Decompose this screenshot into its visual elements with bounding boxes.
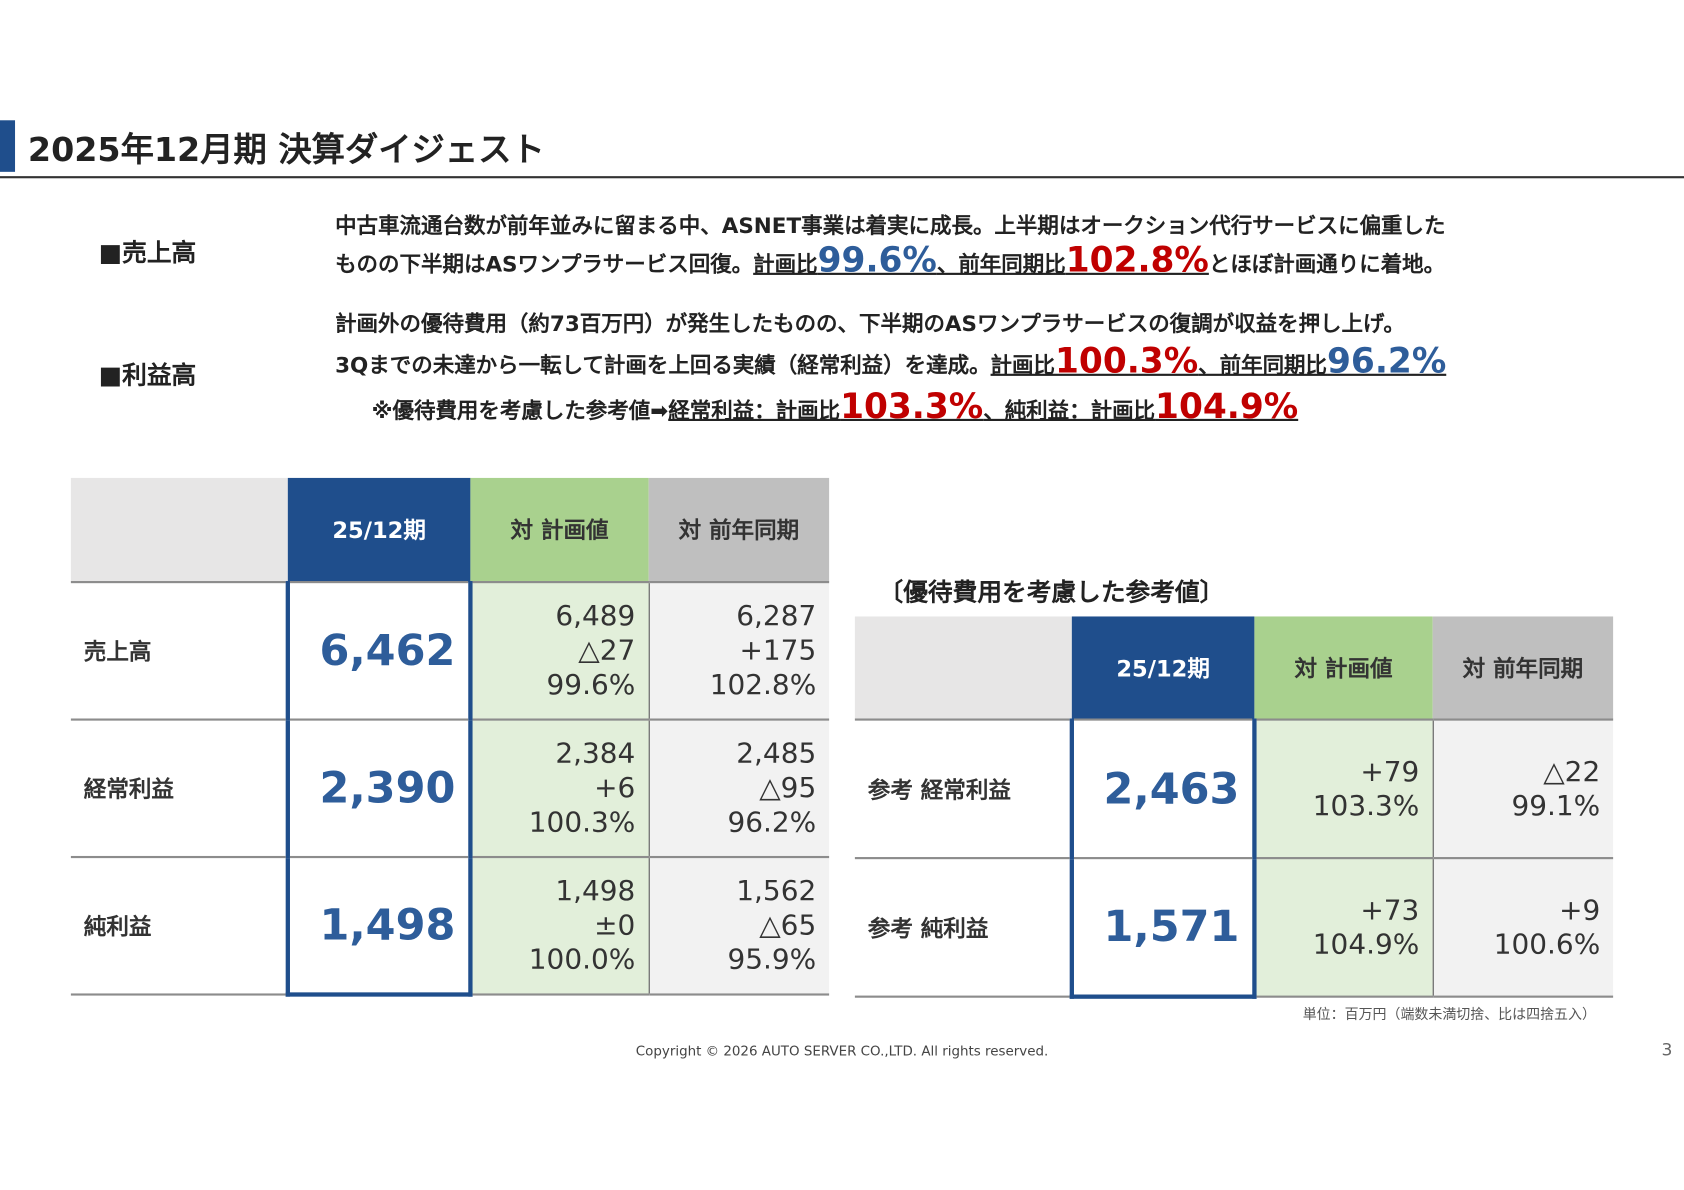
prev-value: 6,287 [736, 600, 817, 633]
header-vs-plan: 対 計画値 [1254, 616, 1433, 720]
row-value: 1,498 [285, 855, 473, 997]
profit-text-line1: 計画外の優待費用（約73百万円）が発生したものの、下半期のASワンプラサービスの… [335, 310, 1405, 337]
vs-plan-cell: 1,498 ±0 100.0% [470, 855, 649, 996]
vs-prev-cell: +9 100.6% [1432, 857, 1614, 998]
sales-text-line1: 中古車流通台数が前年並みに留まる中、ASNET事業は着実に成長。上半期はオークシ… [335, 212, 1446, 239]
reference-table: 25/12期 対 計画値 対 前年同期 参考 経常利益 2,463 +79 103… [854, 616, 1614, 999]
header-vs-prev: 対 前年同期 [648, 477, 830, 583]
profit-line2-pre: 3Qまでの未達から一転して計画を上回る実績（経常利益）を達成。 [335, 352, 991, 379]
yoy-ratio-label: 、前年同期比 [1198, 352, 1328, 379]
title-divider [0, 176, 1684, 179]
net-label: 、純利益：計画比 [983, 397, 1156, 424]
plan-pct: 100.0% [528, 944, 636, 977]
profit-summary-underlined: 計画比100.3%、前年同期比96.2% [990, 344, 1447, 379]
title-accent-bar [0, 120, 16, 172]
sales-line2-post: とほぼ計画通りに着地。 [1208, 251, 1446, 278]
prev-value: 1,562 [736, 875, 817, 908]
ordinary-plan-pct: 103.3% [840, 385, 984, 427]
yoy-ratio-label: 、前年同期比 [936, 251, 1066, 278]
results-table: 25/12期 対 計画値 対 前年同期 売上高 6,462 6,489 △27 99… [70, 477, 830, 997]
plan-pct: 103.3% [1312, 789, 1420, 823]
profit-yoy-pct: 96.2% [1327, 340, 1447, 382]
plan-diff: ±0 [594, 909, 636, 942]
row-value: 2,390 [285, 718, 473, 858]
profit-text-line3: ※優待費用を考慮した参考値➡経常利益：計画比103.3%、純利益：計画比104.… [371, 389, 1299, 424]
prev-diff: △22 [1543, 755, 1601, 788]
net-plan-pct: 104.9% [1155, 385, 1299, 427]
vs-prev-cell: 2,485 △95 96.2% [648, 718, 830, 858]
plan-diff: △27 [578, 634, 636, 667]
plan-pct: 99.6% [546, 669, 636, 702]
vs-plan-cell: +79 103.3% [1254, 718, 1433, 859]
prev-pct: 102.8% [709, 669, 817, 702]
sales-line2-pre: ものの下半期はASワンプラサービス回復。 [335, 251, 754, 278]
prev-pct: 95.9% [727, 944, 817, 977]
table-row: 参考 純利益 1,571 +73 104.9% +9 100.6% [854, 857, 1614, 999]
plan-diff: +6 [594, 772, 636, 805]
prev-pct: 96.2% [727, 806, 817, 839]
profit-text-line2: 3Qまでの未達から一転して計画を上回る実績（経常利益）を達成。計画比100.3%… [335, 344, 1447, 379]
vs-plan-cell: 6,489 △27 99.6% [470, 581, 649, 720]
sales-plan-pct: 99.6% [817, 239, 937, 281]
header-vs-prev: 対 前年同期 [1432, 616, 1614, 720]
plan-pct: 100.3% [528, 806, 636, 839]
table-row: 売上高 6,462 6,489 △27 99.6% 6,287 +175 102.8% [70, 581, 830, 720]
row-label: 参考 純利益 [854, 857, 1072, 998]
plan-ratio-label: 計画比 [753, 251, 818, 278]
vs-prev-cell: 6,287 +175 102.8% [648, 581, 830, 720]
vs-plan-cell: +73 104.9% [1254, 857, 1433, 998]
header-vs-plan: 対 計画値 [470, 477, 649, 583]
vs-prev-cell: 1,562 △65 95.9% [648, 855, 830, 996]
sales-summary-underlined: 計画比99.6%、前年同期比102.8% [753, 243, 1209, 278]
row-label: 参考 経常利益 [854, 718, 1072, 859]
plan-diff: +73 [1360, 894, 1420, 927]
copyright: Copyright © 2026 AUTO SERVER CO.,LTD. Al… [635, 1042, 1049, 1059]
page-title: 2025年12月期 決算ダイジェスト [27, 131, 545, 170]
plan-value: 2,384 [555, 737, 636, 771]
prev-diff: △95 [759, 772, 817, 805]
plan-pct: 104.9% [1312, 928, 1420, 961]
row-label: 純利益 [70, 855, 288, 996]
reference-note: ※優待費用を考慮した参考値➡ [371, 397, 669, 424]
prev-diff: +175 [739, 634, 817, 667]
ordinary-label: 経常利益：計画比 [668, 397, 841, 424]
vs-plan-cell: 2,384 +6 100.3% [470, 718, 649, 858]
plan-value: 1,498 [555, 875, 636, 908]
vs-prev-cell: △22 99.1% [1432, 718, 1614, 859]
sales-yoy-pct: 102.8% [1065, 239, 1209, 281]
plan-diff: +79 [1360, 755, 1420, 788]
reference-underlined: 経常利益：計画比103.3%、純利益：計画比104.9% [668, 389, 1298, 424]
prev-diff: +9 [1559, 894, 1601, 927]
page-number: 3 [1661, 1039, 1673, 1061]
profit-section-label: ■利益高 [98, 361, 197, 390]
row-label: 経常利益 [70, 718, 288, 858]
table-row: 純利益 1,498 1,498 ±0 100.0% 1,562 △65 95.9% [70, 855, 830, 997]
prev-pct: 100.6% [1493, 928, 1601, 961]
prev-pct: 99.1% [1511, 789, 1601, 823]
unit-note: 単位：百万円（端数未満切捨、比は四捨五入） [1302, 1007, 1596, 1024]
reference-caption: 〔優待費用を考慮した参考値〕 [878, 578, 1225, 607]
header-blank [854, 616, 1072, 720]
row-label: 売上高 [70, 581, 288, 720]
table-row: 経常利益 2,390 2,384 +6 100.3% 2,485 △95 96.2% [70, 718, 830, 858]
table-row: 参考 経常利益 2,463 +79 103.3% △22 99.1% [854, 718, 1614, 859]
prev-diff: △65 [759, 909, 817, 942]
sales-text-line2: ものの下半期はASワンプラサービス回復。計画比99.6%、前年同期比102.8%… [335, 243, 1446, 278]
row-value: 6,462 [285, 581, 473, 720]
row-value: 2,463 [1069, 718, 1257, 859]
plan-ratio-label: 計画比 [990, 352, 1056, 379]
sales-section-label: ■売上高 [98, 239, 197, 268]
row-value: 1,571 [1069, 857, 1257, 999]
profit-plan-pct: 100.3% [1055, 340, 1199, 382]
prev-value: 2,485 [736, 737, 817, 771]
header-blank [70, 477, 288, 583]
header-period: 25/12期 [1071, 616, 1255, 720]
plan-value: 6,489 [555, 600, 636, 633]
header-period: 25/12期 [287, 477, 471, 583]
